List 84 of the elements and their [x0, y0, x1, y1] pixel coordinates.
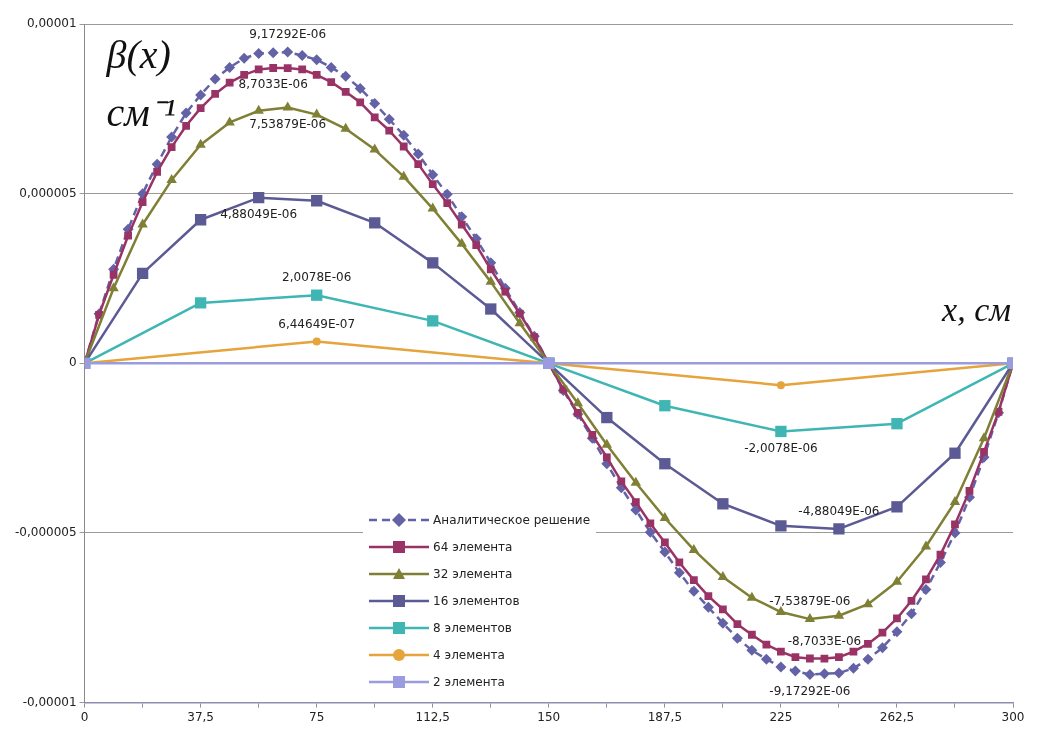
point: [369, 143, 380, 153]
point: [601, 438, 613, 448]
point: [717, 571, 729, 581]
legend-label: Аналитическое решение: [433, 513, 591, 528]
y-tick-label: 0: [68, 355, 77, 370]
data-label: 4,88049E-06: [220, 206, 298, 221]
x-tick-label: 262,5: [879, 709, 915, 724]
point: [340, 122, 351, 132]
x-tick-label: 0: [80, 709, 89, 724]
x-axis-title: x, см: [942, 291, 1011, 330]
data-label: -8,7033E-06: [787, 633, 862, 648]
point: [659, 458, 671, 470]
point: [833, 609, 845, 619]
point: [775, 425, 787, 438]
point: [194, 297, 207, 309]
y-tick-label: -0,000005: [14, 525, 77, 540]
x-tick-label: 225: [769, 709, 793, 724]
point: [485, 275, 496, 285]
point: [514, 317, 525, 327]
point: [659, 400, 671, 412]
point: [833, 523, 845, 535]
point: [920, 540, 932, 550]
point: [485, 303, 497, 315]
point: [775, 520, 787, 532]
data-label: 2,0078E-06: [282, 270, 352, 285]
point: [862, 598, 874, 608]
x-tick-label: 150: [537, 709, 561, 724]
point: [398, 170, 409, 180]
legend-label: 2 элемента: [433, 675, 505, 690]
point: [311, 108, 322, 118]
point: [572, 397, 583, 407]
x-tick-label: 112,5: [415, 709, 450, 724]
point: [601, 411, 613, 424]
point: [282, 101, 293, 111]
point: [688, 543, 700, 553]
data-label: -7,53879E-06: [769, 594, 851, 609]
point: [427, 315, 439, 327]
x-tick-label: 37,5: [187, 709, 214, 724]
data-label: 9,17292E-06: [249, 27, 327, 42]
point: [194, 214, 207, 226]
point: [253, 104, 264, 114]
legend-label: 16 элементов: [433, 594, 520, 609]
point: [630, 476, 642, 486]
data-label: -2,0078E-06: [744, 440, 818, 455]
y-tick-label: 0,00001: [26, 16, 77, 31]
point: [108, 282, 119, 292]
point: [427, 257, 439, 269]
point: [456, 237, 467, 247]
point: [949, 496, 961, 506]
data-label: 6,44649E-07: [278, 316, 356, 331]
point: [311, 289, 323, 301]
x-tick-label: 75: [309, 709, 325, 724]
point: [427, 202, 438, 212]
y-axis-title: β(x) см⁻¹: [106, 31, 176, 137]
point: [776, 381, 785, 390]
point: [137, 218, 148, 228]
legend-label: 4 элемента: [433, 648, 505, 663]
point: [312, 337, 321, 346]
point: [369, 217, 381, 229]
point: [166, 174, 177, 184]
y-tick-label: 0,000005: [19, 185, 77, 200]
legend-label: 64 элемента: [433, 540, 513, 555]
point: [659, 512, 671, 522]
x-tick-label: 300: [1001, 709, 1025, 724]
point: [891, 575, 903, 585]
point: [195, 138, 206, 148]
point: [253, 192, 265, 204]
point: [311, 195, 323, 207]
data-label: -9,17292E-06: [769, 683, 851, 698]
point: [949, 447, 961, 459]
x-tick-label: 187,5: [647, 709, 683, 724]
point: [891, 418, 903, 430]
data-label: 8,7033E-06: [238, 77, 308, 92]
data-label: 7,53879E-06: [249, 116, 327, 131]
legend-label: 8 элементов: [433, 621, 512, 636]
point: [775, 606, 787, 616]
data-label: -4,88049E-06: [798, 504, 880, 519]
point: [891, 501, 903, 513]
point: [717, 498, 729, 510]
legend-label: 32 элемента: [433, 567, 513, 582]
point: [804, 613, 816, 623]
y-tick-label: -0,00001: [22, 694, 77, 709]
point: [136, 267, 149, 280]
point: [978, 432, 990, 442]
